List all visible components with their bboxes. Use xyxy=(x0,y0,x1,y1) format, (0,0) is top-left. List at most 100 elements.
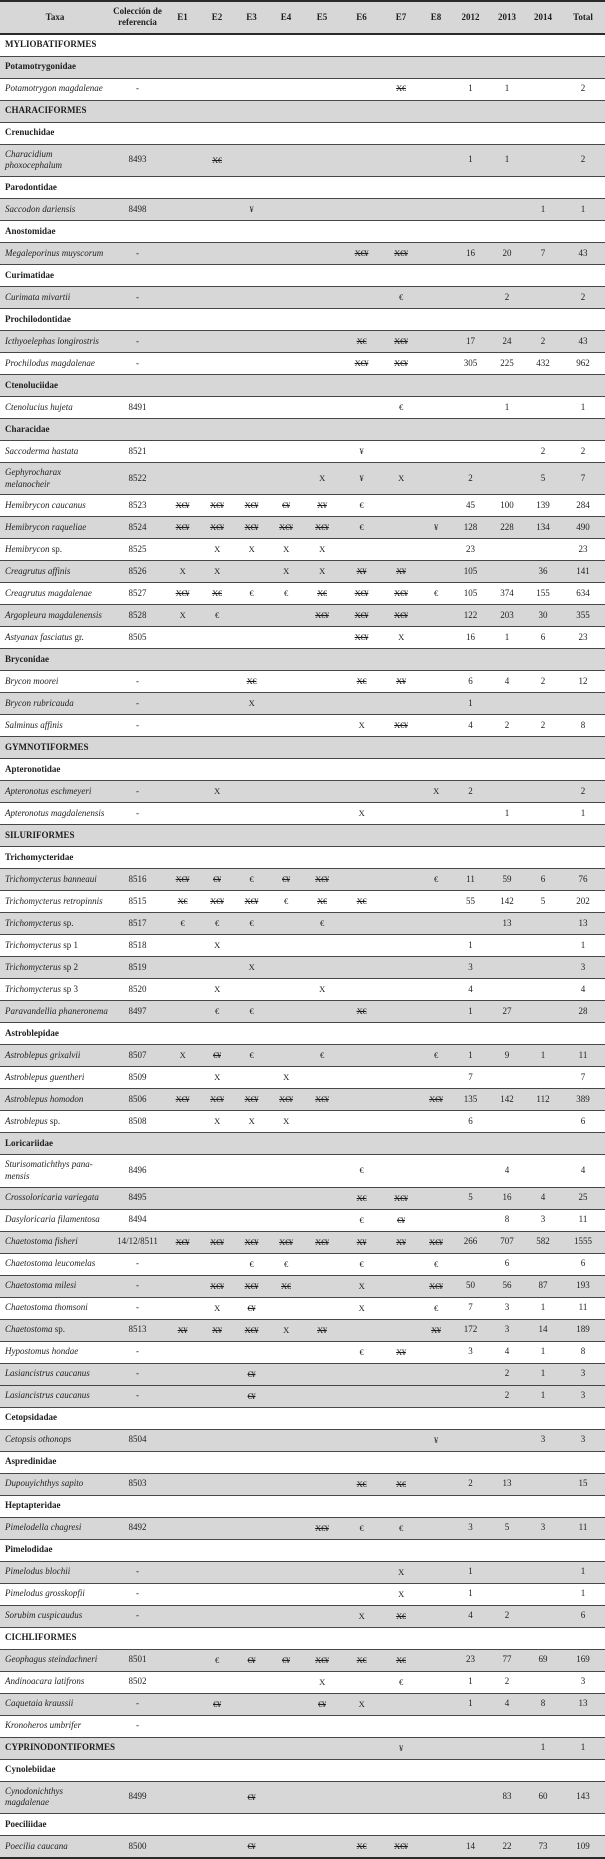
site-e1-cell: X xyxy=(179,1050,186,1061)
site-e1-cell xyxy=(165,34,200,57)
site-e3-cell xyxy=(234,605,269,627)
reference-cell: - xyxy=(136,357,139,368)
count-total-cell xyxy=(561,847,605,869)
site-e6-cell xyxy=(341,220,382,242)
count-total-cell: 109 xyxy=(576,1840,590,1851)
count-2014-cell: 1 xyxy=(540,1302,546,1313)
site-e7-cell xyxy=(382,759,420,781)
count-2014-cell: 3 xyxy=(540,1434,546,1445)
family-row: Astroblepidae xyxy=(0,1022,605,1045)
species-row: Dasyloricaria filamentosa 8494 € €¥ 8 3 11 xyxy=(0,1209,605,1231)
site-e2-cell: X xyxy=(214,566,220,577)
taxa-cell: Bryconidae xyxy=(5,653,49,664)
count-total-cell: 7 xyxy=(580,472,586,483)
taxa-cell: Lasiancistrus caucanus xyxy=(5,1368,90,1379)
reference-cell: - xyxy=(136,1368,139,1379)
count-2014-cell: 5 xyxy=(540,472,546,483)
count-total-cell: 28 xyxy=(578,1005,588,1016)
site-e2-cell xyxy=(200,1253,234,1275)
count-2014-cell: 1 xyxy=(540,1049,546,1060)
taxa-cell: Creagrutus magdalenae xyxy=(5,587,92,598)
site-e8-cell: X€¥ xyxy=(429,1280,443,1291)
site-e2-cell: X€¥ xyxy=(210,1280,224,1291)
site-e2-cell: € xyxy=(215,1654,219,1665)
family-row: Ctenoluciidae xyxy=(0,374,605,397)
site-e2-cell xyxy=(200,286,234,308)
count-2012-cell: 4 xyxy=(468,983,473,994)
site-e2-cell xyxy=(200,100,234,122)
reference-cell: 8524 xyxy=(128,521,147,532)
site-e8-cell xyxy=(420,1341,452,1363)
taxa-cell: Cetopsidadae xyxy=(5,1412,58,1423)
count-2013-cell xyxy=(489,649,525,671)
site-e8-cell xyxy=(420,56,452,78)
family-row: Curimatidae xyxy=(0,264,605,286)
count-2014-cell: 6 xyxy=(540,873,546,884)
site-e4-cell xyxy=(269,122,303,144)
reference-cell: 8496 xyxy=(128,1165,147,1176)
site-e4-cell xyxy=(269,847,303,869)
count-total-cell: 2 xyxy=(580,291,586,302)
count-2012-cell: 17 xyxy=(466,335,475,346)
site-e1-cell xyxy=(165,693,200,715)
site-e8-cell xyxy=(420,935,452,957)
count-2012-cell: 6 xyxy=(468,1115,473,1126)
count-2014-cell xyxy=(525,1001,561,1023)
count-2012-cell: 105 xyxy=(463,565,478,576)
site-e4-cell: X xyxy=(283,1324,289,1335)
site-e8-cell xyxy=(420,352,452,374)
count-2014-cell: 155 xyxy=(536,587,550,598)
count-total-cell: 13 xyxy=(578,917,588,928)
site-e7-cell xyxy=(382,1089,420,1111)
count-2013-cell xyxy=(489,935,525,957)
reference-cell: - xyxy=(136,719,139,730)
site-e8-cell xyxy=(420,1495,452,1517)
count-2012-cell xyxy=(452,1407,489,1429)
count-2012-cell xyxy=(452,1737,489,1759)
site-e8-cell: € xyxy=(434,588,438,599)
species-row: Potamotrygon magdalenae - X€ 1 1 2 xyxy=(0,78,605,100)
site-e7-cell xyxy=(382,1275,420,1297)
site-e4-cell xyxy=(269,1737,303,1759)
site-e8-cell xyxy=(420,440,452,462)
count-total-cell xyxy=(561,176,605,198)
count-2014-cell xyxy=(525,935,561,957)
site-e7-cell xyxy=(382,176,420,198)
site-e1-cell: X€¥ xyxy=(175,874,190,885)
count-2012-cell: 3 xyxy=(468,1346,473,1357)
site-e4-cell: €¥ xyxy=(282,1654,290,1665)
site-e6-cell xyxy=(341,308,382,330)
count-2013-cell xyxy=(489,440,525,462)
count-total-cell xyxy=(561,1814,605,1836)
site-e8-cell: € xyxy=(434,874,438,885)
site-e6-cell: ¥ xyxy=(359,445,364,456)
count-2013-cell: 2 xyxy=(504,1676,510,1687)
count-2013-cell: 4 xyxy=(504,1698,510,1709)
count-2014-cell: 14 xyxy=(538,1324,548,1335)
site-e3-cell xyxy=(234,781,269,803)
count-total-cell: 1 xyxy=(580,401,586,412)
count-2012-cell xyxy=(452,286,489,308)
reference-cell: 8494 xyxy=(128,1214,147,1225)
site-e1-cell xyxy=(165,539,200,561)
site-e4-cell xyxy=(269,1583,303,1605)
count-2012-cell: 1 xyxy=(468,697,473,708)
site-e3-cell xyxy=(234,1627,269,1649)
site-e3-cell: € xyxy=(249,1258,254,1269)
site-e1-cell: X xyxy=(179,610,186,621)
reference-cell xyxy=(110,1023,165,1045)
family-row: Cetopsidadae xyxy=(0,1407,605,1429)
taxa-cell: Ctenolucius hujeta xyxy=(5,401,73,412)
count-2013-cell: 59 xyxy=(502,873,512,884)
taxa-cell: Trichomycterus sp 1 xyxy=(5,939,79,950)
col-header-2012: 2012 xyxy=(461,11,480,22)
site-e1-cell xyxy=(165,1649,200,1671)
species-row: Apteronotus eschmeyeri - X X 2 2 xyxy=(0,780,605,803)
site-e5-cell xyxy=(303,1759,341,1781)
site-e8-cell xyxy=(420,495,452,517)
site-e3-cell xyxy=(234,330,269,352)
family-row: Apteronotidae xyxy=(0,758,605,781)
header-row: Taxa Colección de referencia E1 E2 E3 E4… xyxy=(0,1,605,34)
site-e4-cell: X€¥ xyxy=(279,1236,293,1247)
count-2013-cell: 4 xyxy=(504,1346,510,1357)
